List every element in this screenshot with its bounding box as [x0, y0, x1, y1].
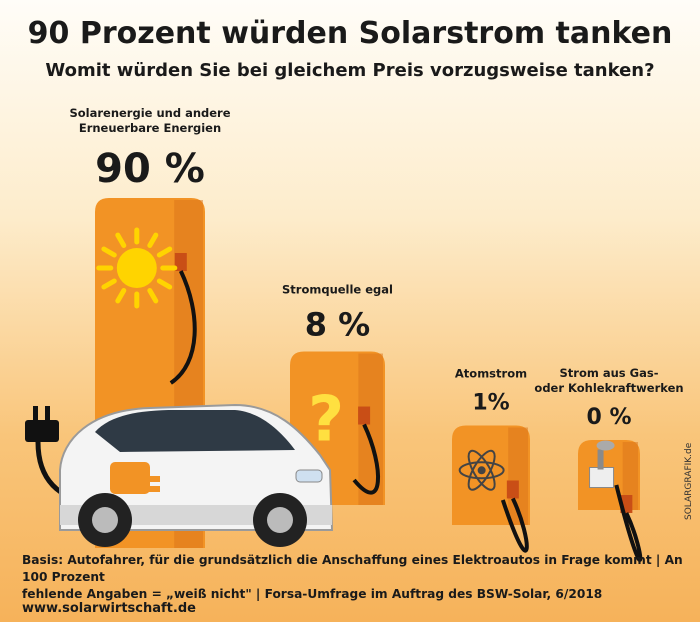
page-title: 90 Prozent würden Solarstrom tanken: [27, 16, 673, 51]
category-label-0-1: Erneuerbare Energien: [79, 121, 221, 135]
pump-bar-2: [452, 425, 530, 553]
data-label-2: 1%: [472, 390, 509, 415]
category-label-2-0: Atomstrom: [455, 366, 527, 380]
data-label-3: 0 %: [586, 405, 631, 430]
question-mark-icon: ?: [308, 383, 344, 456]
hose: [169, 270, 197, 385]
category-label-3-1: oder Kohlekraftwerken: [534, 381, 683, 395]
electric-car-illustration: [25, 403, 334, 547]
website-link[interactable]: www.solarwirtschaft.de: [22, 601, 196, 616]
nozzle-icon: [358, 406, 371, 425]
category-label-1-0: Stromquelle egal: [282, 283, 393, 297]
footnote-line-1: Basis: Autofahrer, für die grundsätzlich…: [22, 553, 683, 584]
category-label-3-0: Strom aus Gas-: [560, 366, 659, 380]
power-plant-icon: [589, 440, 615, 488]
pump-bar-3: [578, 440, 643, 563]
data-label-0: 90 %: [95, 146, 205, 192]
footnote: Basis: Autofahrer, für die grundsätzlich…: [22, 552, 687, 603]
svg-text:?: ?: [308, 383, 344, 456]
footnote-line-2: fehlende Angaben = „weiß nicht" | Forsa-…: [22, 587, 603, 601]
hose: [614, 484, 643, 563]
category-label-0-0: Solarenergie und andere: [69, 106, 230, 120]
nozzle-icon: [506, 480, 519, 499]
hose: [500, 497, 529, 553]
hose: [352, 423, 380, 495]
page-subtitle: Womit würden Sie bei gleichem Preis vorz…: [45, 60, 655, 81]
car-plug-decal-icon: [110, 462, 160, 494]
bar-shade: [622, 442, 638, 510]
data-label-1: 8 %: [305, 306, 370, 344]
sun-icon: [96, 227, 178, 309]
credit-label: SOLARGRAFIK.de: [684, 442, 694, 520]
atom-icon: [458, 449, 505, 491]
nozzle-icon: [174, 253, 187, 271]
